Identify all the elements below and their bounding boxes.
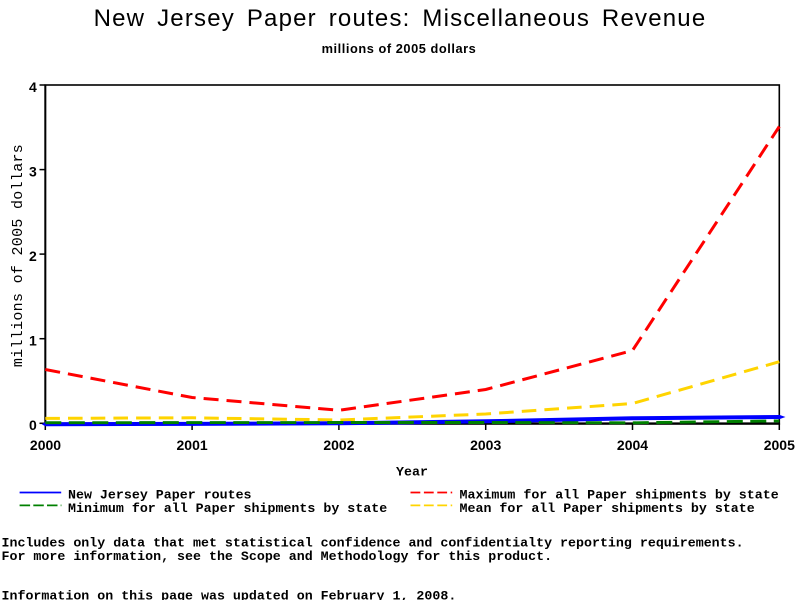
svg-text:2004: 2004 <box>617 437 648 453</box>
svg-text:New Jersey Paper routes: Misce: New Jersey Paper routes: Miscellaneous R… <box>94 5 707 32</box>
svg-text:New Jersey Paper routes: New Jersey Paper routes <box>68 487 252 502</box>
svg-text:2005: 2005 <box>764 437 795 453</box>
svg-text:3: 3 <box>29 163 37 179</box>
svg-text:Maximum for all Paper shipment: Maximum for all Paper shipments by state <box>460 487 779 502</box>
svg-text:0: 0 <box>29 417 37 433</box>
svg-text:4: 4 <box>29 79 37 95</box>
svg-text:For more information, see the: For more information, see the Scope and … <box>2 549 553 564</box>
svg-text:1: 1 <box>29 333 37 349</box>
svg-text:2001: 2001 <box>177 437 208 453</box>
svg-text:Year: Year <box>396 465 428 480</box>
svg-text:2: 2 <box>29 248 37 264</box>
svg-text:Information on this page was u: Information on this page was updated on … <box>2 589 457 600</box>
svg-text:2000: 2000 <box>30 437 61 453</box>
svg-text:Minimum for all Paper shipment: Minimum for all Paper shipments by state <box>68 501 387 516</box>
svg-text:2003: 2003 <box>470 437 501 453</box>
svg-text:2002: 2002 <box>323 437 354 453</box>
svg-text:Includes only data that met st: Includes only data that met statistical … <box>2 536 744 551</box>
svg-text:millions of 2005 dollars: millions of 2005 dollars <box>10 144 27 367</box>
svg-text:millions of 2005 dollars: millions of 2005 dollars <box>322 41 477 56</box>
svg-text:Mean for all Paper shipments b: Mean for all Paper shipments by state <box>460 501 755 516</box>
